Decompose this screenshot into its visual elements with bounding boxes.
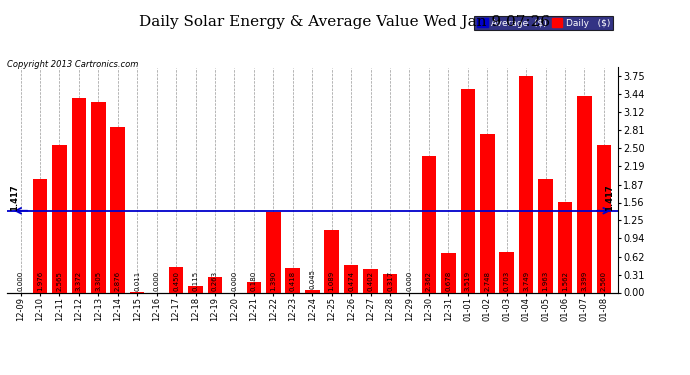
Text: Copyright 2013 Cartronics.com: Copyright 2013 Cartronics.com [7,60,138,69]
Bar [519,76,533,292]
Bar [441,254,455,292]
Text: 1.963: 1.963 [542,271,549,291]
Text: 1.089: 1.089 [328,271,335,291]
Legend: Average  ($), Daily   ($): Average ($), Daily ($) [474,16,613,30]
Text: 2.876: 2.876 [115,271,121,291]
Bar [422,156,436,292]
Bar [480,134,495,292]
Text: 0.000: 0.000 [406,271,413,291]
Text: 3.519: 3.519 [465,271,471,291]
Text: 3.372: 3.372 [76,271,82,291]
Bar [286,268,300,292]
Bar [72,98,86,292]
Bar [363,269,378,292]
Bar [383,274,397,292]
Bar [32,178,47,292]
Text: 3.399: 3.399 [582,271,587,291]
Text: 3.305: 3.305 [95,271,101,291]
Text: 0.011: 0.011 [134,270,140,291]
Bar [538,179,553,292]
Bar [558,202,572,292]
Bar [208,278,222,292]
Bar [169,267,184,292]
Text: 0.000: 0.000 [154,271,159,291]
Text: 0.474: 0.474 [348,272,354,291]
Text: 1.976: 1.976 [37,271,43,291]
Text: 0.115: 0.115 [193,271,199,291]
Text: 2.362: 2.362 [426,272,432,291]
Text: 0.180: 0.180 [251,271,257,291]
Text: Daily Solar Energy & Average Value Wed Jan 9 07:26: Daily Solar Energy & Average Value Wed J… [139,15,551,29]
Text: 0.402: 0.402 [368,272,373,291]
Bar [578,96,592,292]
Text: 0.317: 0.317 [387,271,393,291]
Bar [110,127,125,292]
Bar [597,145,611,292]
Bar [188,286,203,292]
Text: 0.045: 0.045 [309,269,315,289]
Text: 1.417: 1.417 [10,184,19,211]
Bar [344,265,358,292]
Text: 0.000: 0.000 [17,271,23,291]
Bar [305,290,319,292]
Bar [266,212,281,292]
Text: 0.263: 0.263 [212,271,218,291]
Text: 2.560: 2.560 [601,272,607,291]
Bar [246,282,262,292]
Text: 1.390: 1.390 [270,271,276,291]
Text: 0.000: 0.000 [231,271,237,291]
Bar [324,230,339,292]
Bar [500,252,514,292]
Bar [52,144,67,292]
Bar [460,90,475,292]
Text: 1.562: 1.562 [562,272,568,291]
Text: 0.703: 0.703 [504,271,510,291]
Text: 0.678: 0.678 [445,271,451,291]
Text: 1.417: 1.417 [605,184,614,211]
Text: 0.418: 0.418 [290,271,296,291]
Text: 3.749: 3.749 [523,271,529,291]
Text: 2.748: 2.748 [484,272,491,291]
Text: 2.565: 2.565 [57,272,62,291]
Bar [91,102,106,292]
Text: 0.450: 0.450 [173,272,179,291]
